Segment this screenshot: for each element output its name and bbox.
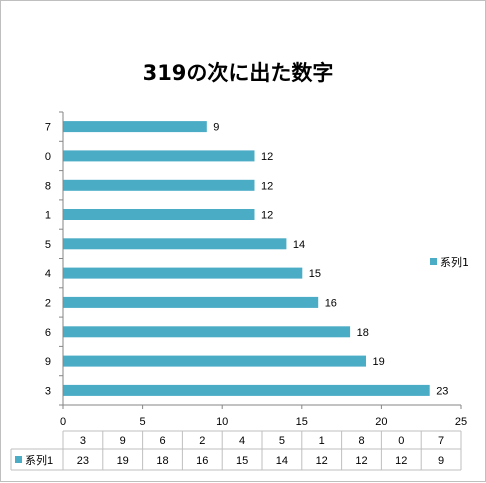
table-value-cell: 9 [438,455,444,467]
table-legend-swatch [15,456,22,463]
data-label: 15 [309,268,321,280]
table-value-cell: 14 [276,455,288,467]
data-label: 9 [213,122,219,134]
bar [63,179,255,191]
x-tick-label: 25 [455,416,467,428]
bar [63,150,255,162]
table-series-label: 系列1 [25,453,53,467]
data-label: 14 [293,239,305,251]
table-value-cell: 12 [355,455,367,467]
y-category-label: 4 [45,268,51,280]
table-category-cell: 2 [199,435,205,447]
y-category-label: 5 [45,239,51,251]
table-category-cell: 6 [159,435,165,447]
data-label: 18 [357,327,369,339]
data-label: 23 [436,385,448,397]
x-tick-label: 20 [375,416,387,428]
table-category-cell: 3 [80,435,86,447]
y-category-label: 6 [45,327,51,339]
bar [63,355,366,367]
y-category-label: 7 [45,122,51,134]
y-category-label: 1 [45,210,51,222]
bar [63,384,430,396]
y-category-label: 9 [45,356,51,368]
legend: 系列1 [430,255,469,269]
table-value-cell: 15 [236,455,248,467]
x-tick-label: 15 [296,416,308,428]
bars-layer: 23 19 18 16 15 14 12 12 12 9 [63,121,448,397]
data-label: 12 [261,180,273,192]
table-category-cell: 8 [358,435,364,447]
bar [63,238,287,250]
y-category-label: 0 [45,151,51,163]
bar [63,296,319,308]
table-value-cell: 23 [77,455,89,467]
data-label: 19 [373,356,385,368]
data-label: 16 [325,297,337,309]
table-value-cell: 12 [395,455,407,467]
table-category-cell: 9 [120,435,126,447]
data-label: 12 [261,210,273,222]
legend-swatch [430,258,437,265]
table-category-cell: 1 [319,435,325,447]
table-value-cell: 12 [316,455,328,467]
legend-label: 系列1 [440,255,469,269]
chart-title: 319の次に出た数字 [143,61,334,85]
bar [63,267,303,279]
data-label: 12 [261,151,273,163]
data-table: 系列1 3 23 9 19 6 18 2 16 4 15 5 14 1 12 8 12 0 12 7 9 [10,430,462,471]
x-tick-label: 10 [216,416,228,428]
table-value-cell: 19 [117,455,129,467]
bar [63,209,255,220]
bar [63,121,207,133]
table-category-cell: 7 [438,435,444,447]
table-category-cell: 4 [239,435,245,447]
y-category-label: 2 [45,297,51,309]
bar [63,326,351,338]
table-category-cell: 5 [279,435,285,447]
table-category-cell: 0 [398,435,404,447]
y-category-label: 3 [45,385,51,397]
x-tick-label: 0 [60,416,66,428]
table-value-cell: 18 [156,455,168,467]
y-category-label: 8 [45,180,51,192]
table-value-cell: 16 [196,455,208,467]
x-tick-label: 5 [140,416,146,428]
